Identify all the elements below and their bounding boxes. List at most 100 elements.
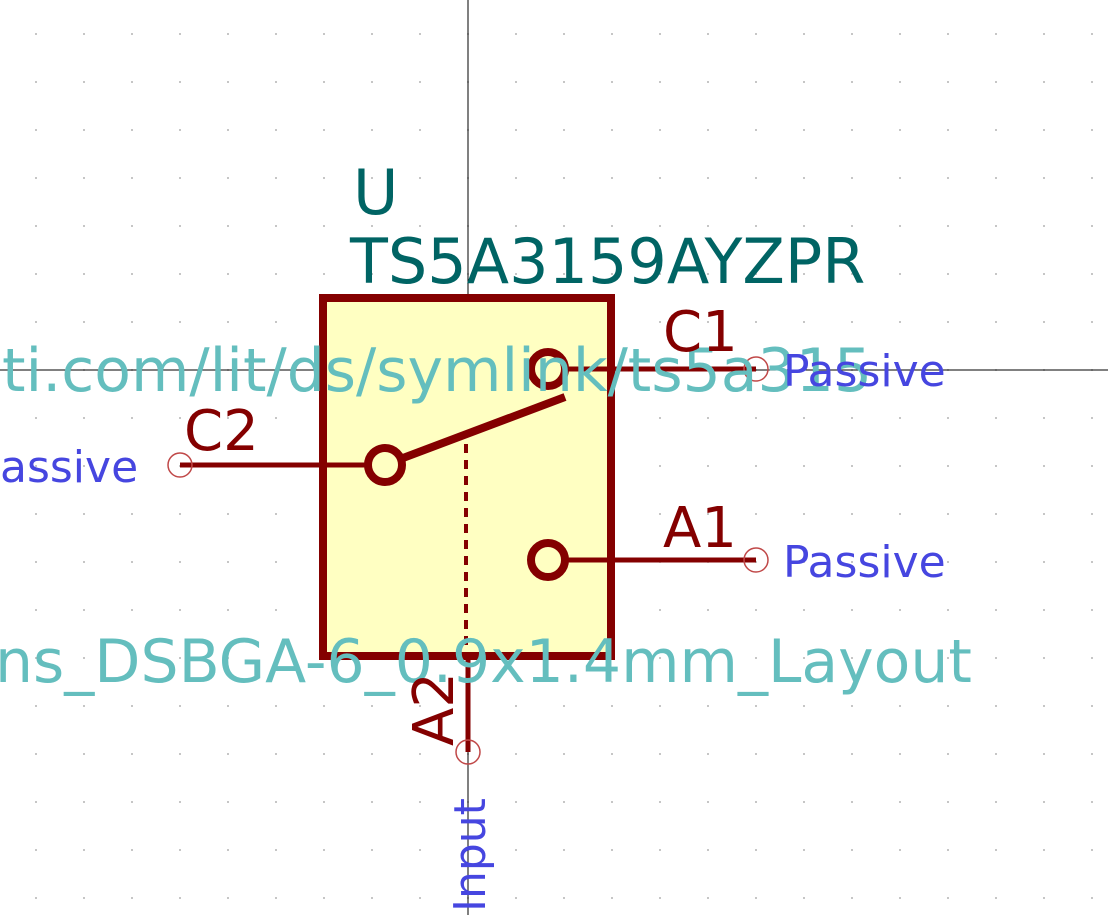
contact-c1-circle — [527, 348, 569, 390]
grid-dot — [83, 225, 85, 227]
grid-dot — [83, 273, 85, 275]
grid-dot — [563, 897, 565, 899]
grid-dot — [35, 321, 37, 323]
grid-dot — [707, 129, 709, 131]
grid-dot — [947, 513, 949, 515]
grid-dot — [707, 321, 709, 323]
grid-dot — [947, 657, 949, 659]
grid-dot — [179, 609, 181, 611]
grid-dot — [659, 225, 661, 227]
grid-dot — [1091, 801, 1093, 803]
grid-dot — [275, 561, 277, 563]
grid-dot — [899, 273, 901, 275]
grid-dot — [371, 225, 373, 227]
grid-dot — [755, 81, 757, 83]
grid-dot — [1091, 705, 1093, 707]
grid-dot — [995, 705, 997, 707]
grid-dot — [371, 849, 373, 851]
grid-dot — [1043, 849, 1045, 851]
grid-dot — [83, 849, 85, 851]
grid-dot — [947, 849, 949, 851]
grid-dot — [563, 753, 565, 755]
grid-dot — [35, 225, 37, 227]
grid-dot — [323, 273, 325, 275]
pin-c1-end-marker[interactable] — [743, 356, 769, 382]
grid-dot — [179, 801, 181, 803]
grid-dot — [131, 81, 133, 83]
grid-dot — [995, 897, 997, 899]
grid-dot — [947, 129, 949, 131]
grid-dot — [659, 273, 661, 275]
grid-dot — [1091, 81, 1093, 83]
grid-dot — [371, 897, 373, 899]
grid-dot — [995, 513, 997, 515]
grid-dot — [419, 753, 421, 755]
grid-dot — [1043, 225, 1045, 227]
reference-field[interactable]: U — [353, 156, 398, 229]
grid-dot — [419, 273, 421, 275]
grid-dot — [755, 417, 757, 419]
grid-dot — [515, 81, 517, 83]
grid-dot — [179, 849, 181, 851]
pin-a2-end-marker[interactable] — [455, 739, 481, 765]
grid-dot — [707, 273, 709, 275]
grid-dot — [755, 129, 757, 131]
grid-dot — [515, 225, 517, 227]
grid-dot — [179, 561, 181, 563]
grid-dot — [803, 609, 805, 611]
grid-dot — [899, 849, 901, 851]
grid-dot — [1091, 225, 1093, 227]
grid-dot — [803, 513, 805, 515]
grid-dot — [611, 129, 613, 131]
footprint-field[interactable]: ns_DSBGA-6_0.9x1.4mm_Layout — [0, 627, 972, 697]
grid-dot — [611, 705, 613, 707]
value-field[interactable]: TS5A3159AYZPR — [349, 225, 865, 298]
grid-dot — [899, 897, 901, 899]
grid-dot — [83, 81, 85, 83]
grid-dot — [1043, 513, 1045, 515]
grid-dot — [563, 225, 565, 227]
grid-dot — [947, 561, 949, 563]
grid-dot — [131, 465, 133, 467]
grid-dot — [707, 81, 709, 83]
grid-dot — [803, 225, 805, 227]
grid-dot — [275, 801, 277, 803]
grid-dot — [755, 513, 757, 515]
grid-dot — [35, 81, 37, 83]
grid-dot — [947, 273, 949, 275]
grid-dot — [851, 753, 853, 755]
grid-dot — [947, 753, 949, 755]
grid-dot — [371, 753, 373, 755]
grid-dot — [851, 177, 853, 179]
grid-dot — [707, 33, 709, 35]
datasheet-field[interactable]: ti.com/lit/ds/symlink/ts5a315 — [2, 336, 872, 406]
grid-dot — [35, 849, 37, 851]
grid-dot — [755, 849, 757, 851]
grid-dot — [995, 81, 997, 83]
pin-a1-end-marker[interactable] — [743, 547, 769, 573]
grid-dot — [131, 417, 133, 419]
grid-dot — [35, 273, 37, 275]
grid-dot — [83, 465, 85, 467]
grid-dot — [275, 849, 277, 851]
grid-dot — [707, 657, 709, 659]
grid-dot — [803, 849, 805, 851]
grid-dot — [899, 657, 901, 659]
grid-dot — [35, 33, 37, 35]
grid-dot — [131, 753, 133, 755]
grid-dot — [659, 177, 661, 179]
grid-dot — [659, 465, 661, 467]
grid-dot — [803, 417, 805, 419]
grid-dot — [707, 849, 709, 851]
grid-dot — [179, 417, 181, 419]
grid-dot — [899, 225, 901, 227]
grid-dot — [947, 321, 949, 323]
grid-dot — [803, 177, 805, 179]
grid-dot — [899, 705, 901, 707]
grid-dot — [851, 513, 853, 515]
grid-dot — [611, 225, 613, 227]
grid-dot — [947, 81, 949, 83]
grid-dot — [1091, 513, 1093, 515]
pin-c2-end-marker[interactable] — [167, 452, 193, 478]
